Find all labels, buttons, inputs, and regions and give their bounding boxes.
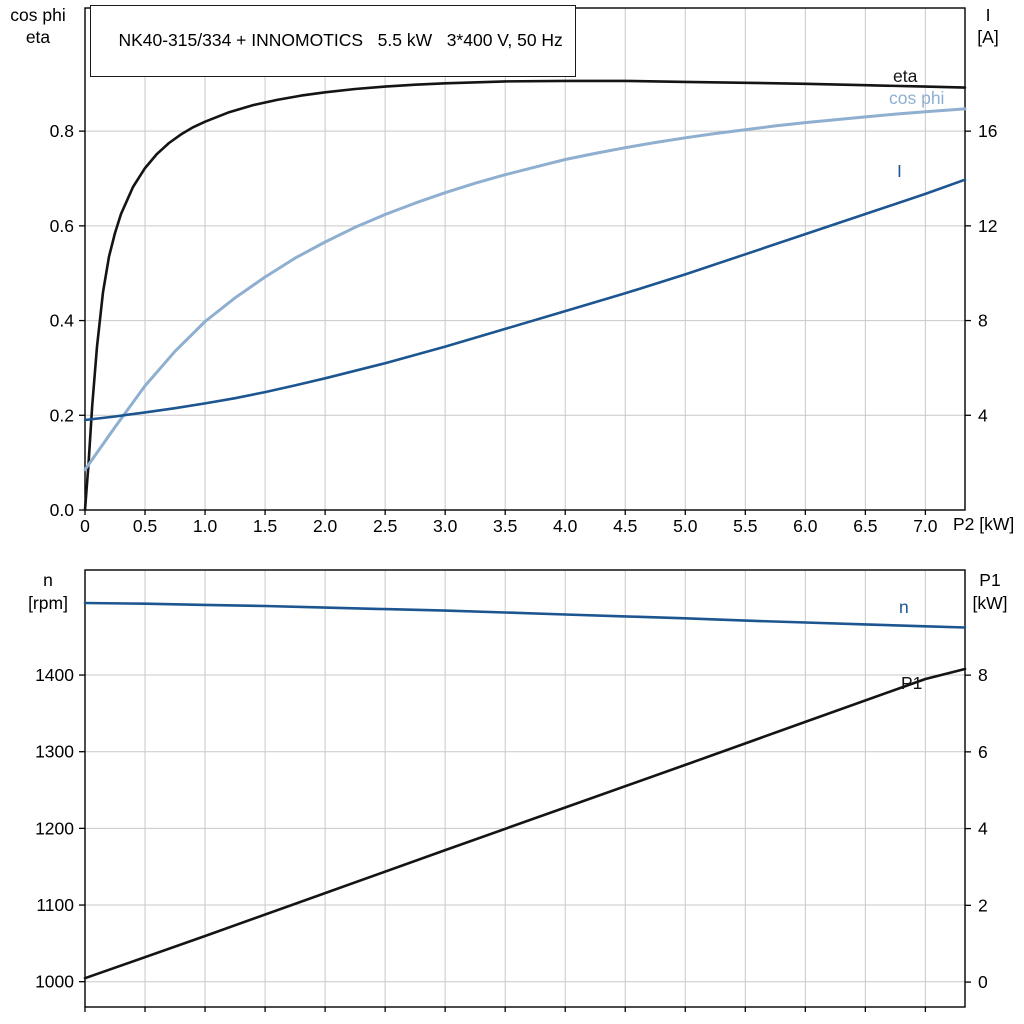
y-left-tick-label: 0.8 — [50, 121, 74, 141]
x-tick-label: 2.0 — [313, 516, 338, 536]
series-label-cos-phi: cos phi — [889, 88, 944, 108]
x-tick-label: 6.5 — [853, 516, 877, 536]
y-left-axis-title: [rpm] — [28, 593, 68, 613]
y-right-axis-title: [A] — [977, 27, 998, 47]
y-right-tick-label: 2 — [978, 895, 988, 915]
series-label-eta: eta — [893, 66, 918, 86]
series-label-I: I — [897, 161, 902, 181]
y-left-tick-label: 0.0 — [50, 500, 75, 520]
y-left-tick-label: 1400 — [35, 665, 74, 685]
x-tick-label: 0 — [80, 516, 90, 536]
y-right-tick-label: 0 — [978, 972, 988, 992]
x-tick-label: 7.0 — [913, 516, 938, 536]
chart-title-box: NK40-315/334 + INNOMOTICS 5.5 kW 3*400 V… — [90, 5, 576, 77]
series-curve-cos-phi — [83, 107, 967, 472]
y-right-tick-label: 8 — [978, 311, 988, 331]
y-left-axis-title: n — [43, 570, 53, 590]
y-right-tick-label: 12 — [978, 216, 997, 236]
series-curve-P1 — [83, 667, 967, 980]
y-left-axis-title: cos phi — [10, 5, 65, 25]
y-left-tick-label: 1200 — [35, 818, 74, 838]
chart-title-text: NK40-315/334 + INNOMOTICS 5.5 kW 3*400 V… — [118, 30, 563, 50]
series-label-n: n — [899, 597, 909, 617]
series-curve-I — [83, 178, 967, 422]
y-right-tick-label: 4 — [978, 819, 988, 839]
x-tick-label: 1.5 — [253, 516, 277, 536]
y-right-tick-label: 4 — [978, 405, 988, 425]
y-left-tick-label: 0.4 — [50, 311, 75, 331]
series-curve-n — [83, 601, 967, 629]
x-tick-label: 2.5 — [373, 516, 397, 536]
x-tick-label: 1.0 — [193, 516, 218, 536]
y-left-tick-label: 1000 — [35, 972, 74, 992]
y-right-axis-title: I — [986, 5, 991, 25]
y-left-tick-label: 1100 — [36, 895, 74, 915]
x-axis-label: P2 [kW] — [953, 514, 1014, 534]
x-tick-label: 3.5 — [493, 516, 517, 536]
series-label-P1: P1 — [901, 673, 922, 693]
x-tick-label: 6.0 — [793, 516, 818, 536]
y-right-axis-title: P1 — [979, 570, 1000, 590]
y-right-tick-label: 8 — [978, 665, 988, 685]
y-left-tick-label: 1300 — [35, 742, 74, 762]
plot-frame — [84, 569, 966, 1008]
x-tick-label: 4.5 — [613, 516, 637, 536]
y-right-tick-label: 16 — [978, 121, 997, 141]
x-tick-label: 5.5 — [733, 516, 757, 536]
series-curve-eta — [83, 79, 967, 512]
y-left-tick-label: 0.6 — [50, 216, 74, 236]
x-tick-label: 4.0 — [553, 516, 578, 536]
y-right-axis-title: [kW] — [973, 593, 1008, 613]
y-left-axis-title: eta — [26, 27, 51, 47]
x-tick-label: 0.5 — [133, 516, 157, 536]
y-left-tick-label: 0.2 — [50, 405, 74, 425]
x-tick-label: 3.0 — [433, 516, 458, 536]
y-right-tick-label: 6 — [978, 742, 988, 762]
x-tick-label: 5.0 — [673, 516, 698, 536]
